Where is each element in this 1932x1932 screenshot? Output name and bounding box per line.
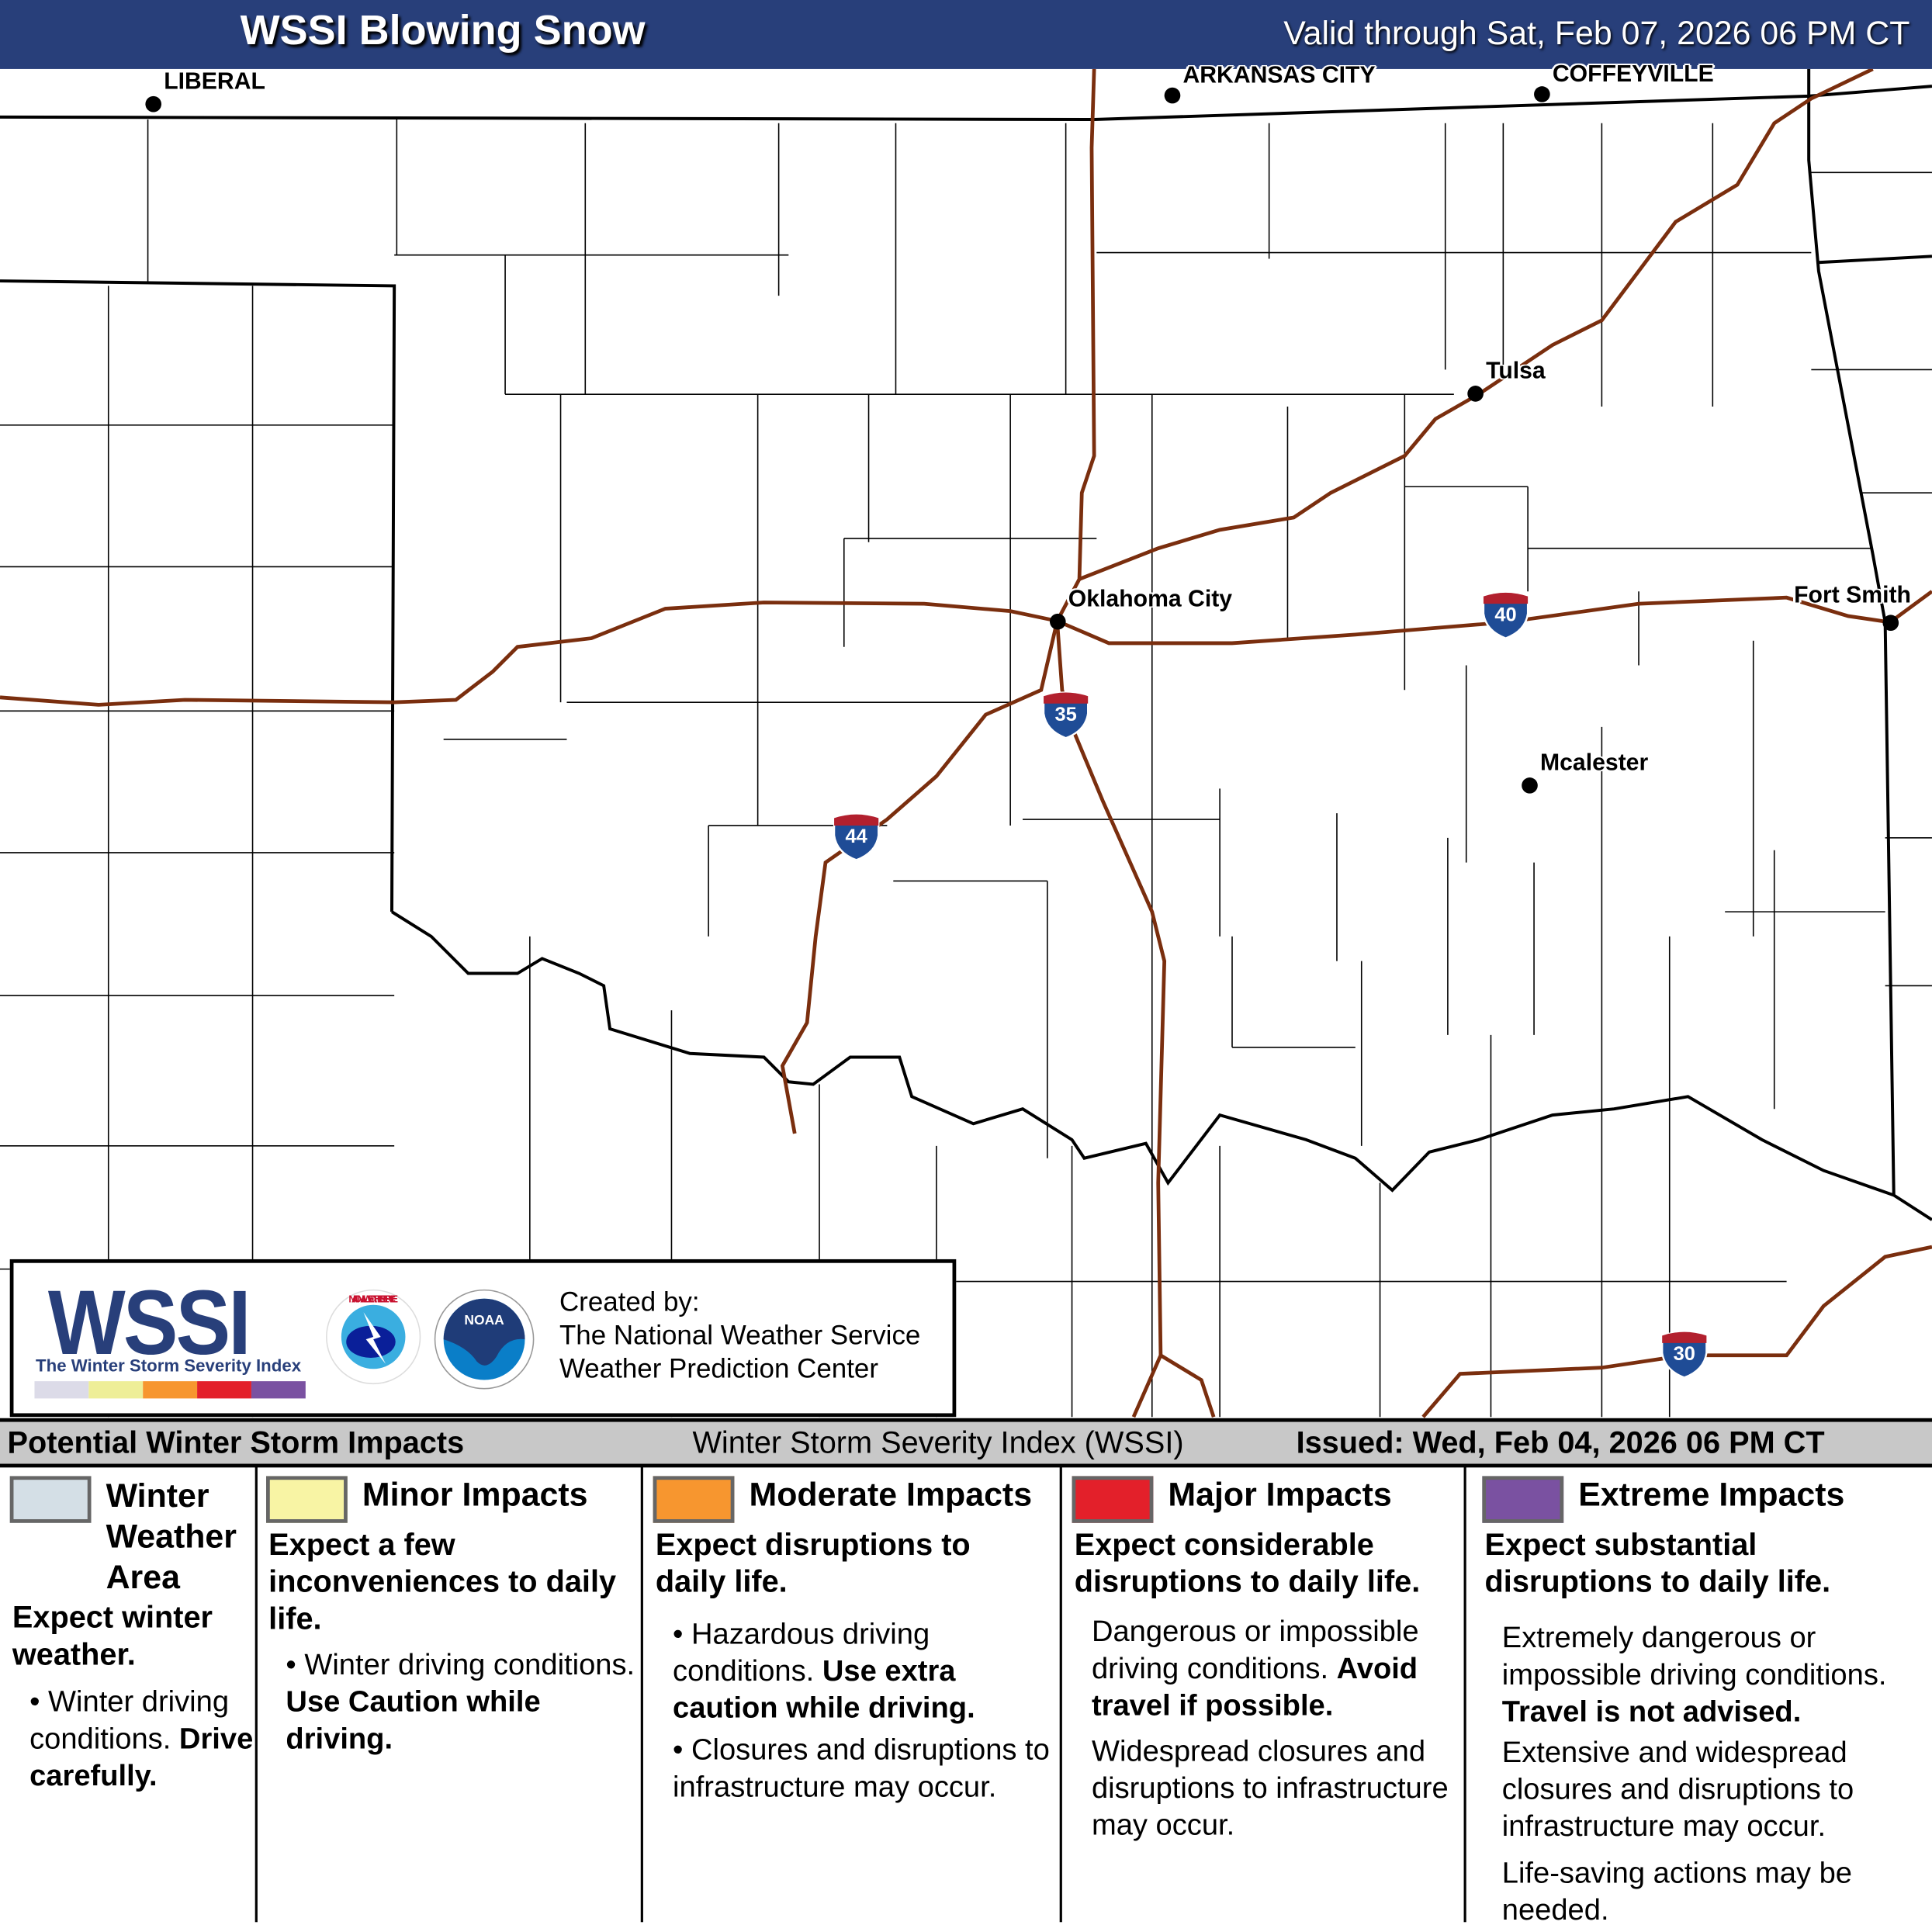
highway-south [1159, 1353, 1216, 1418]
county-lines [0, 119, 1932, 1418]
city-dot-arkansas-city [1164, 87, 1181, 104]
legend-header-bar: Potential Winter Storm Impacts Winter St… [0, 1418, 1932, 1468]
wssi-logo-subtitle: The Winter Storm Severity Index [36, 1355, 302, 1376]
map-area: LIBERAL ARKANSAS CITY COFFEYVILLE Tulsa … [0, 61, 1932, 1419]
city-label-mcalester: Mcalester [1540, 750, 1649, 777]
city-dot-liberal [145, 95, 162, 113]
noaa-logo: NOAA [434, 1289, 535, 1390]
issued-time: Issued: Wed, Feb 04, 2026 06 PM CT [1296, 1425, 1825, 1460]
highways [0, 68, 1932, 1418]
interstate-shield-30: 30 [1660, 1328, 1709, 1379]
swatch-winter [9, 1476, 92, 1523]
wssi-color-bar [34, 1381, 306, 1399]
header: WSSI Blowing Snow Valid through Sat, Feb… [0, 0, 1932, 69]
city-dot-mcalester [1522, 777, 1538, 794]
legend-index-name: Winter Storm Severity Index (WSSI) [692, 1425, 1184, 1460]
map-lines [0, 68, 1932, 1418]
city-dot-coffeyville [1534, 86, 1550, 102]
interstate-shield-35: 35 [1041, 689, 1091, 739]
credits-box: WSSI The Winter Storm Severity Index NAT… [9, 1259, 957, 1418]
legend-divider [1059, 1466, 1062, 1923]
swatch-major [1072, 1476, 1154, 1523]
city-label-liberal: LIBERAL [164, 68, 265, 95]
city-label-fort-smith: Fort Smith [1794, 583, 1911, 609]
city-dot-oklahoma-city [1049, 613, 1066, 630]
city-label-oklahoma-city: Oklahoma City [1068, 586, 1233, 613]
legend-divider [1463, 1466, 1466, 1923]
city-label-coffeyville: COFFEYVILLE [1552, 61, 1714, 88]
map-title: WSSI Blowing Snow [240, 7, 646, 54]
valid-through: Valid through Sat, Feb 07, 2026 06 PM CT [1283, 15, 1910, 52]
city-label-arkansas-city: ARKANSAS CITY [1182, 62, 1376, 89]
interstate-40 [0, 590, 1932, 707]
legend-title: Potential Winter Storm Impacts [7, 1425, 465, 1460]
wssi-logo: WSSI [47, 1271, 251, 1374]
city-label-tulsa: Tulsa [1486, 358, 1546, 385]
swatch-extreme [1482, 1476, 1564, 1523]
city-dot-fort-smith [1882, 615, 1899, 632]
nws-logo: NATIONAL WEATHER SERVICE [326, 1289, 421, 1385]
interstate-shield-44: 44 [832, 811, 881, 861]
legend-divider [254, 1466, 258, 1923]
swatch-minor [266, 1476, 348, 1523]
interstate-35 [1055, 68, 1167, 1418]
svg-text:NOAA: NOAA [464, 1312, 504, 1328]
interstate-shield-40: 40 [1481, 589, 1531, 639]
state-borders [0, 68, 1932, 1221]
legend-divider [640, 1466, 643, 1923]
city-dot-tulsa [1467, 386, 1484, 402]
svg-text:NATIONAL WEATHER SERVICE: NATIONAL WEATHER SERVICE [348, 1294, 398, 1305]
swatch-moderate [653, 1476, 735, 1523]
interstate-30 [1421, 1245, 1932, 1418]
credits-text: Created by: The National Weather Service… [559, 1286, 921, 1384]
